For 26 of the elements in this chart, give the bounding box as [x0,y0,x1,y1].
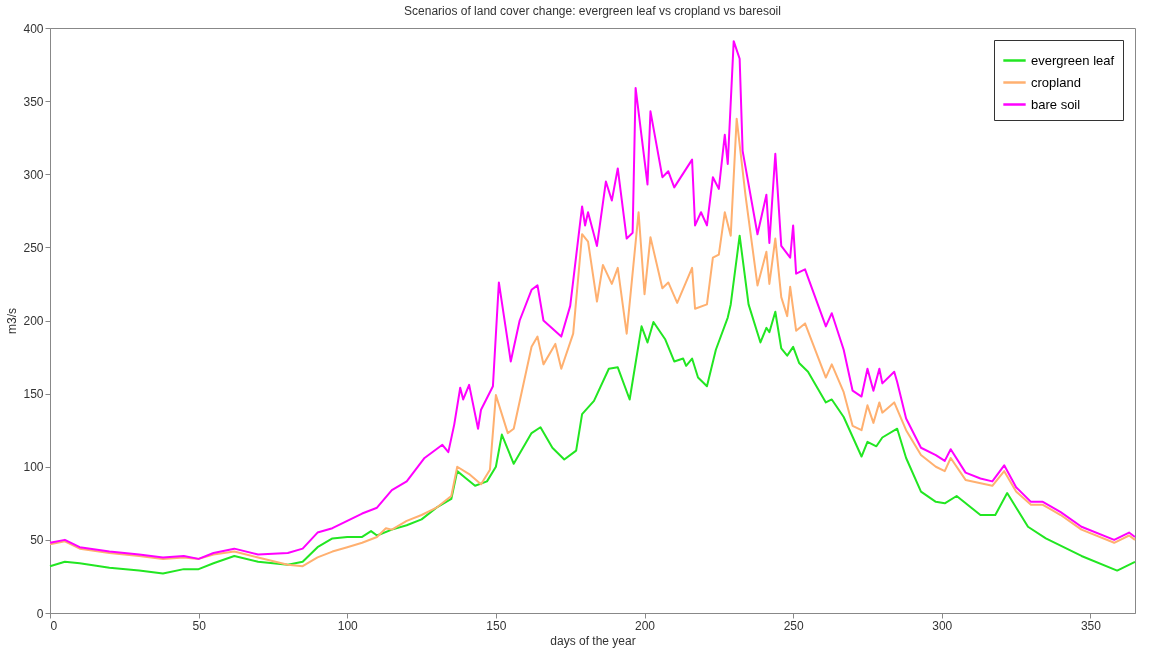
x-tick-label: 350 [1080,618,1102,633]
x-tick-label: 150 [486,618,507,633]
y-tick-label: 50 [30,533,44,548]
line-series [49,40,1136,560]
y-tick-label: 0 [36,606,44,621]
x-tick-label: 300 [932,618,953,633]
x-tick-label: 250 [783,618,804,633]
x-axis-title: days of the year [550,633,636,648]
y-tick-label: 400 [23,21,44,36]
x-tick-label: 100 [337,618,359,633]
y-tick-label: 250 [23,240,44,255]
y-tick-label: 200 [23,314,44,328]
y-tick-label: 100 [23,460,44,475]
y-axis-title: m3/s [5,307,20,335]
legend-label: bare soil [1031,96,1081,112]
line-series [49,234,1136,575]
y-tick-label: 350 [23,94,44,109]
legend-label: cropland [1031,74,1081,90]
line-series [49,117,1136,568]
y-tick-label: 300 [23,167,44,182]
x-tick-label: 0 [50,618,58,633]
x-tick-label: 200 [635,618,656,633]
chart-title: Scenarios of land cover change: evergreen leaf vs cropland vs baresoil [404,4,781,18]
y-tick-label: 150 [23,387,44,402]
x-tick-label: 50 [192,618,207,633]
legend-label: evergreen leaf [1031,52,1115,68]
